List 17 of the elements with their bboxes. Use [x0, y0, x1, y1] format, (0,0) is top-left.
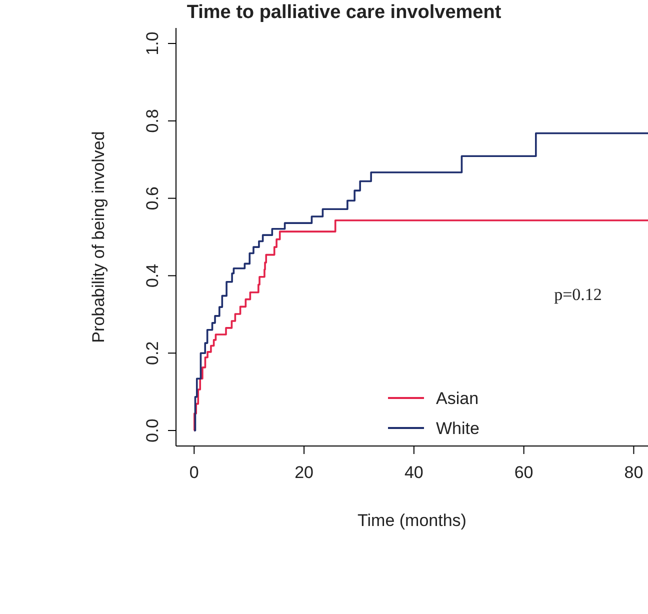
x-tick-label: 60	[514, 463, 534, 482]
y-tick-label: 0.8	[143, 109, 162, 133]
y-tick-label: 0.0	[143, 418, 162, 442]
x-tick-label: 80	[624, 463, 644, 482]
y-axis-title: Probability of being involved	[89, 131, 108, 343]
x-tick-label: 20	[294, 463, 314, 482]
x-tick-label: 40	[404, 463, 424, 482]
y-tick-label: 0.2	[143, 341, 162, 365]
x-axis-title: Time (months)	[358, 511, 466, 530]
annotation: p=0.12	[554, 285, 602, 304]
legend-label: Asian	[436, 389, 479, 408]
legend-label: White	[436, 419, 480, 438]
y-tick-label: 1.0	[143, 32, 162, 56]
y-tick-label: 0.6	[143, 186, 162, 210]
chart-title: Time to palliative care involvement	[186, 2, 502, 23]
y-tick-label: 0.4	[143, 264, 162, 288]
x-tick-label: 0	[189, 463, 199, 482]
